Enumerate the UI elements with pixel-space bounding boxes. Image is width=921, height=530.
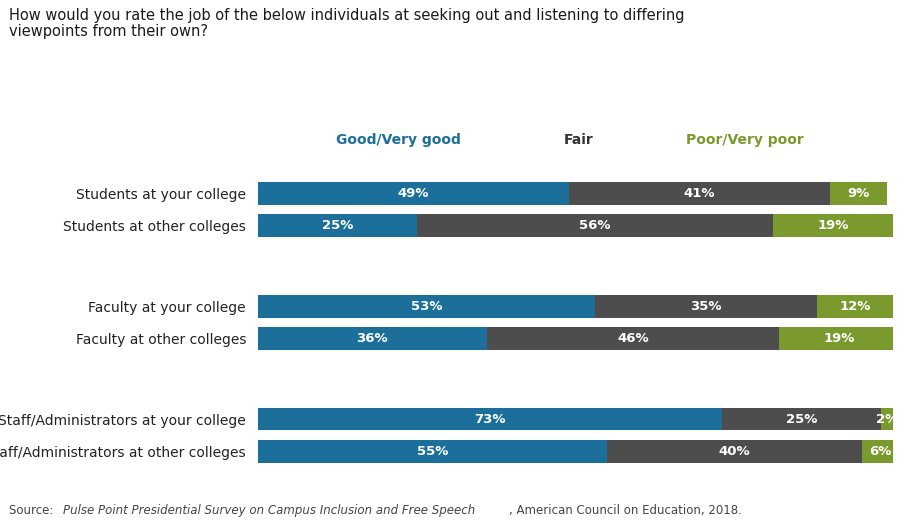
Bar (569, 182, 830, 205)
Text: 41%: 41% (683, 187, 716, 200)
Bar (608, 440, 862, 463)
Text: viewpoints from their own?: viewpoints from their own? (9, 24, 208, 39)
Text: 6%: 6% (869, 445, 892, 458)
Text: 53%: 53% (411, 300, 442, 313)
Text: 40%: 40% (718, 445, 751, 458)
Bar (258, 408, 722, 430)
Bar (773, 215, 893, 237)
Text: Source:: Source: (9, 504, 57, 517)
Bar (862, 440, 900, 463)
Text: 36%: 36% (356, 332, 388, 345)
Bar (817, 295, 893, 317)
Text: 19%: 19% (817, 219, 848, 232)
Text: Good/Very good: Good/Very good (336, 134, 461, 147)
Text: 25%: 25% (786, 412, 817, 426)
Text: 2%: 2% (876, 412, 898, 426)
Text: Pulse Point Presidential Survey on Campus Inclusion and Free Speech: Pulse Point Presidential Survey on Campu… (63, 504, 475, 517)
Bar (416, 215, 773, 237)
Text: 46%: 46% (617, 332, 648, 345)
Bar (258, 295, 595, 317)
Bar (880, 408, 893, 430)
Bar (258, 215, 416, 237)
Bar (722, 408, 880, 430)
Text: 49%: 49% (398, 187, 429, 200)
Bar (595, 295, 817, 317)
Bar (486, 327, 779, 350)
Bar (258, 440, 608, 463)
Text: 73%: 73% (474, 412, 506, 426)
Text: How would you rate the job of the below individuals at seeking out and listening: How would you rate the job of the below … (9, 8, 684, 23)
Text: 19%: 19% (823, 332, 855, 345)
Text: 25%: 25% (321, 219, 353, 232)
Text: 12%: 12% (840, 300, 871, 313)
Text: 55%: 55% (417, 445, 449, 458)
Bar (258, 327, 486, 350)
Text: Poor/Very poor: Poor/Very poor (686, 134, 804, 147)
Bar (779, 327, 900, 350)
Bar (830, 182, 887, 205)
Text: 56%: 56% (579, 219, 611, 232)
Bar (258, 182, 569, 205)
Text: 9%: 9% (847, 187, 869, 200)
Text: 35%: 35% (690, 300, 722, 313)
Text: , American Council on Education, 2018.: , American Council on Education, 2018. (509, 504, 742, 517)
Text: Fair: Fair (564, 134, 593, 147)
